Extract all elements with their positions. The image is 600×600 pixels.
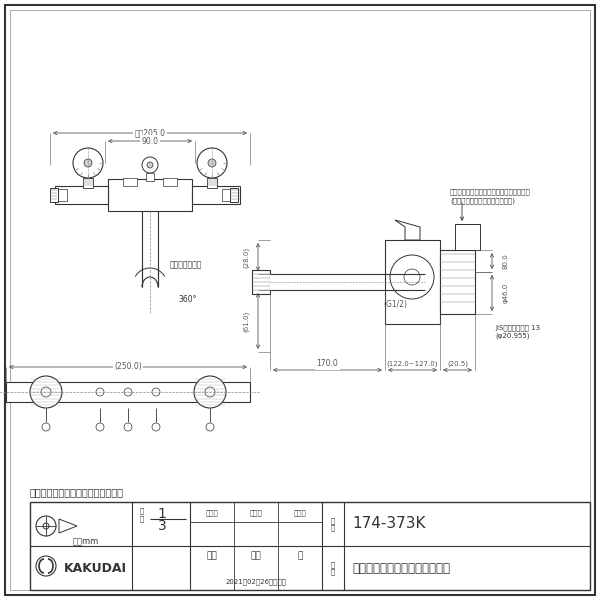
Text: KAKUDAI: KAKUDAI xyxy=(64,562,127,575)
Bar xyxy=(230,188,238,202)
Text: (シャワセットは添付図面参照。): (シャワセットは添付図面参照。) xyxy=(450,197,515,205)
Circle shape xyxy=(43,523,49,529)
Polygon shape xyxy=(59,519,77,533)
Circle shape xyxy=(206,423,214,431)
Text: 尺: 尺 xyxy=(140,508,144,514)
Text: 360°: 360° xyxy=(178,295,197,304)
Text: (61.0): (61.0) xyxy=(243,310,249,332)
Text: 90.0: 90.0 xyxy=(142,136,158,145)
Text: (20.5): (20.5) xyxy=(447,361,468,367)
Circle shape xyxy=(96,388,104,396)
Bar xyxy=(222,189,232,201)
Text: 3: 3 xyxy=(158,519,166,533)
Circle shape xyxy=(205,387,215,397)
Text: 2021年02月26日　作成: 2021年02月26日 作成 xyxy=(226,578,287,586)
Bar xyxy=(440,250,475,314)
Text: 注：（）内寸法は参考寸法である。: 注：（）内寸法は参考寸法である。 xyxy=(30,487,124,497)
Circle shape xyxy=(73,148,103,178)
Text: (28.0): (28.0) xyxy=(243,247,249,268)
Circle shape xyxy=(36,516,56,536)
Circle shape xyxy=(42,423,50,431)
Circle shape xyxy=(41,387,51,397)
Circle shape xyxy=(84,159,92,167)
Text: 承　認: 承 認 xyxy=(293,509,307,517)
Text: 品
名: 品 名 xyxy=(331,561,335,575)
Bar xyxy=(83,178,93,188)
Text: 品
番: 品 番 xyxy=(331,517,335,531)
Bar xyxy=(6,382,250,402)
Bar xyxy=(252,270,270,294)
Text: 度: 度 xyxy=(140,515,144,523)
Bar xyxy=(207,178,217,188)
Text: 最大205.0: 最大205.0 xyxy=(134,128,166,137)
Bar xyxy=(57,189,67,201)
Text: 検　図: 検 図 xyxy=(250,509,262,517)
Circle shape xyxy=(147,162,153,168)
Circle shape xyxy=(124,423,132,431)
Circle shape xyxy=(404,269,420,285)
Text: (122.0~127.0): (122.0~127.0) xyxy=(387,361,438,367)
Text: サーモスタットシャワー混合栓: サーモスタットシャワー混合栓 xyxy=(352,562,450,575)
Circle shape xyxy=(152,388,160,396)
Circle shape xyxy=(152,423,160,431)
Polygon shape xyxy=(395,220,420,240)
Text: 単位mm: 単位mm xyxy=(73,538,99,547)
Text: 170.0: 170.0 xyxy=(317,359,338,368)
Circle shape xyxy=(390,255,434,299)
Text: (G1/2): (G1/2) xyxy=(383,299,407,308)
Text: 1: 1 xyxy=(158,507,166,521)
Text: 宇川: 宇川 xyxy=(251,551,262,560)
Bar xyxy=(163,178,177,186)
Circle shape xyxy=(208,159,216,167)
Circle shape xyxy=(197,148,227,178)
Text: 80.0: 80.0 xyxy=(503,253,509,269)
Bar xyxy=(270,274,425,290)
Text: 岩藤: 岩藤 xyxy=(206,551,217,560)
Bar xyxy=(30,502,590,590)
Circle shape xyxy=(194,376,226,408)
Bar xyxy=(50,188,58,202)
Bar xyxy=(55,186,108,204)
Bar xyxy=(385,240,440,324)
Circle shape xyxy=(36,556,56,576)
Bar xyxy=(108,179,192,211)
Text: 吐水口回転角度: 吐水口回転角度 xyxy=(170,260,202,269)
Text: JIS給水接続ねじ 13: JIS給水接続ねじ 13 xyxy=(495,325,540,331)
Text: φ46.0: φ46.0 xyxy=(503,283,509,303)
Circle shape xyxy=(142,157,158,173)
Circle shape xyxy=(30,376,62,408)
Circle shape xyxy=(124,388,132,396)
Text: (φ20.955): (φ20.955) xyxy=(495,333,530,339)
Text: (250.0): (250.0) xyxy=(114,362,142,371)
Text: 174-373K: 174-373K xyxy=(352,517,425,532)
Text: 製　図: 製 図 xyxy=(206,509,218,517)
Bar xyxy=(192,186,240,204)
Text: 祝: 祝 xyxy=(298,551,302,560)
Bar xyxy=(146,173,154,181)
Text: この部分にシャワセットを取り付けます。: この部分にシャワセットを取り付けます。 xyxy=(450,188,531,196)
Bar xyxy=(455,224,480,250)
Bar xyxy=(123,178,137,186)
Circle shape xyxy=(96,423,104,431)
